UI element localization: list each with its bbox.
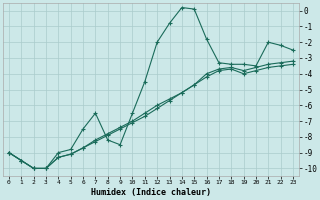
X-axis label: Humidex (Indice chaleur): Humidex (Indice chaleur): [91, 188, 211, 197]
